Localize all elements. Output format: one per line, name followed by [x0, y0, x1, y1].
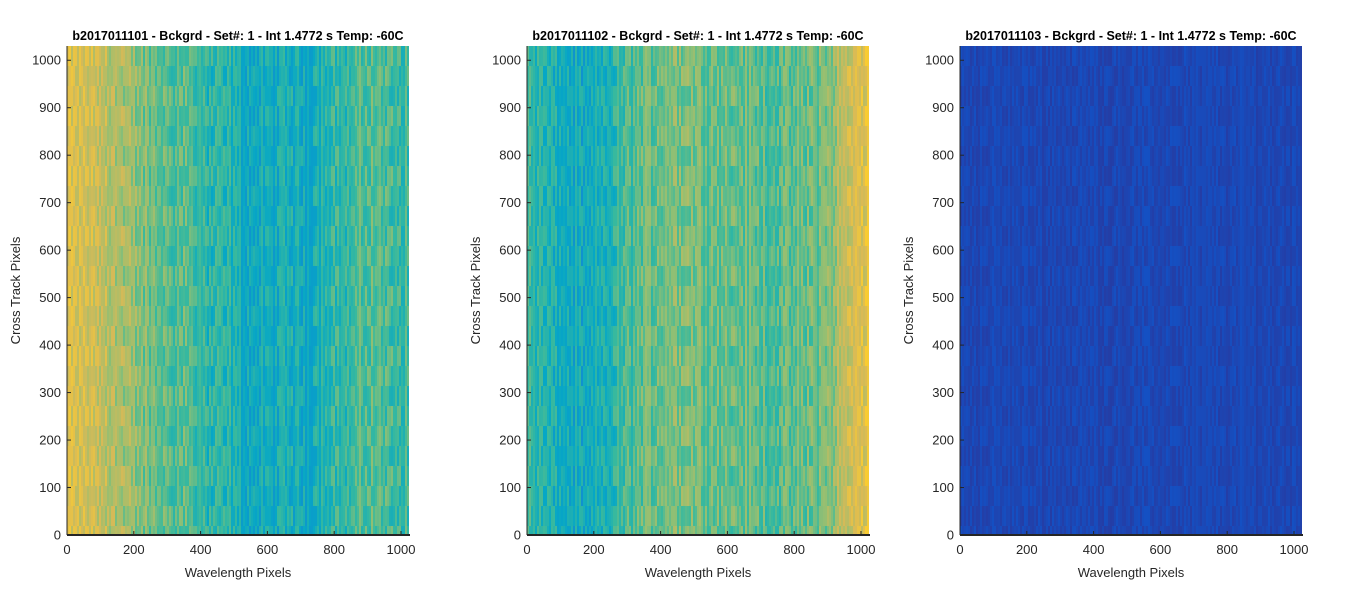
- chart-title: b2017011102 - Bckgrd - Set#: 1 - Int 1.4…: [532, 29, 863, 43]
- y-tick-label: 800: [39, 148, 61, 163]
- y-tick-label: 800: [932, 148, 954, 163]
- chart-title: b2017011103 - Bckgrd - Set#: 1 - Int 1.4…: [965, 29, 1296, 43]
- chart-title: b2017011101 - Bckgrd - Set#: 1 - Int 1.4…: [72, 29, 403, 43]
- x-tick-label: 800: [783, 542, 805, 557]
- y-tick-label: 900: [932, 100, 954, 115]
- subplot-3: 0 100 200 300 400 500 600 700 800 900 1000 0 200 400 6…: [901, 29, 1308, 580]
- y-tick-label: 500: [39, 290, 61, 305]
- y-tick-label: 0: [947, 528, 954, 543]
- y-tick-label: 800: [499, 148, 521, 163]
- x-axis-label: Wavelength Pixels: [185, 565, 292, 580]
- y-tick-label: 400: [39, 338, 61, 353]
- x-tick-label: 600: [717, 542, 739, 557]
- y-axis-label: Cross Track Pixels: [8, 236, 23, 344]
- y-tick-label: 700: [499, 195, 521, 210]
- y-tick-label: 300: [499, 385, 521, 400]
- y-tick-label: 100: [39, 480, 61, 495]
- x-tick-label: 200: [583, 542, 605, 557]
- y-tick-label: 1000: [32, 53, 61, 68]
- subplot-1: 0 100 200 300 400 500 600 700 800 900 1000 0 200 400 6…: [8, 29, 415, 580]
- y-tick-label: 1000: [492, 53, 521, 68]
- y-tick-label: 100: [932, 480, 954, 495]
- subplot-2: 0 100 200 300 400 500 600 700 800 900 1000 0 200 400 6…: [468, 29, 875, 580]
- x-tick-label: 200: [1016, 542, 1038, 557]
- y-tick-label: 200: [39, 433, 61, 448]
- y-tick-label: 1000: [925, 53, 954, 68]
- x-tick-label: 600: [257, 542, 279, 557]
- y-tick-label: 400: [499, 338, 521, 353]
- heatmap-image: [960, 46, 1302, 535]
- heatmap-image: [527, 46, 869, 535]
- y-tick-label: 900: [39, 100, 61, 115]
- x-tick-label: 400: [1083, 542, 1105, 557]
- y-tick-label: 600: [39, 243, 61, 258]
- y-tick-label: 600: [499, 243, 521, 258]
- heatmap-image: [67, 46, 409, 535]
- y-tick-label: 0: [514, 528, 521, 543]
- y-tick-label: 300: [932, 385, 954, 400]
- y-tick-label: 0: [54, 528, 61, 543]
- y-tick-label: 500: [499, 290, 521, 305]
- y-tick-label: 300: [39, 385, 61, 400]
- x-axis-label: Wavelength Pixels: [1078, 565, 1185, 580]
- y-tick-label: 700: [932, 195, 954, 210]
- y-axis-label: Cross Track Pixels: [468, 236, 483, 344]
- x-tick-label: 1000: [387, 542, 416, 557]
- y-tick-label: 200: [499, 433, 521, 448]
- x-tick-label: 1000: [847, 542, 876, 557]
- y-tick-label: 500: [932, 290, 954, 305]
- y-axis-label: Cross Track Pixels: [901, 236, 916, 344]
- y-tick-label: 900: [499, 100, 521, 115]
- x-tick-label: 600: [1150, 542, 1172, 557]
- x-tick-label: 0: [63, 542, 70, 557]
- x-tick-label: 400: [190, 542, 212, 557]
- x-tick-label: 400: [650, 542, 672, 557]
- x-tick-label: 200: [123, 542, 145, 557]
- y-tick-label: 100: [499, 480, 521, 495]
- y-tick-label: 600: [932, 243, 954, 258]
- x-tick-label: 1000: [1280, 542, 1309, 557]
- y-tick-label: 400: [932, 338, 954, 353]
- x-tick-label: 800: [1216, 542, 1238, 557]
- x-tick-label: 0: [956, 542, 963, 557]
- x-tick-label: 800: [323, 542, 345, 557]
- x-tick-label: 0: [523, 542, 530, 557]
- x-axis-label: Wavelength Pixels: [645, 565, 752, 580]
- y-tick-label: 200: [932, 433, 954, 448]
- y-tick-label: 700: [39, 195, 61, 210]
